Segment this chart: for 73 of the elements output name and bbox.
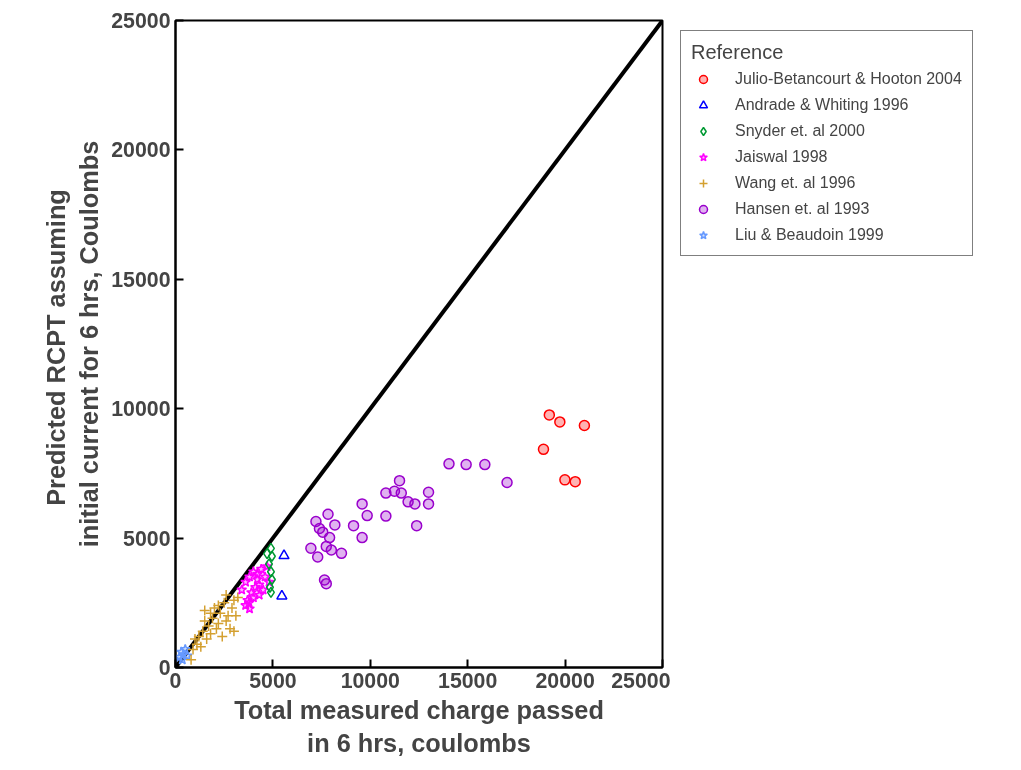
point — [189, 633, 201, 645]
point — [402, 496, 414, 508]
point — [313, 522, 326, 535]
x-axis-title: Total measured charge passed in 6 hrs, coulombs — [234, 695, 604, 758]
point — [578, 419, 591, 432]
legend-label: Hansen et. al 1993 — [735, 200, 870, 218]
legend-label: Andrade & Whiting 1996 — [735, 96, 909, 114]
point — [267, 573, 277, 586]
point — [266, 542, 276, 555]
point — [198, 604, 211, 617]
point — [559, 474, 571, 486]
point — [278, 549, 290, 560]
point — [228, 594, 240, 606]
point — [537, 443, 550, 456]
point — [380, 487, 392, 499]
point — [479, 458, 491, 471]
y-axis-title: Predicted RCPT assuming initial current for 6 hrs, Coulombs — [41, 140, 104, 548]
legend-title: Reference — [691, 41, 785, 64]
y-tick-label: 5000 — [123, 526, 171, 551]
point — [253, 589, 265, 600]
point — [329, 519, 341, 531]
point — [335, 547, 348, 560]
point — [230, 609, 242, 622]
point — [266, 586, 276, 599]
point — [265, 581, 275, 594]
x-tick-label: 25000 — [611, 668, 671, 693]
point — [422, 498, 435, 510]
y-tick-label: 15000 — [111, 267, 171, 292]
y-tick-label: 25000 — [111, 9, 171, 33]
legend-label: Jaiswal 1998 — [735, 148, 828, 166]
point — [185, 653, 197, 666]
y-tick-label: 10000 — [111, 397, 171, 422]
point — [443, 458, 455, 470]
legend-label: Liu & Beaudoin 1999 — [735, 226, 884, 244]
point — [460, 458, 472, 471]
point — [395, 487, 408, 499]
point — [228, 625, 240, 638]
point — [305, 542, 317, 554]
x-tick-label: 5000 — [249, 668, 297, 693]
point — [216, 630, 228, 643]
point — [361, 509, 373, 522]
point — [325, 544, 338, 556]
point — [422, 486, 435, 499]
point — [393, 474, 406, 487]
point — [554, 416, 566, 428]
point — [347, 519, 360, 532]
point — [276, 589, 288, 600]
point — [224, 622, 236, 635]
y-tick-label: 20000 — [111, 138, 171, 163]
point — [311, 551, 324, 563]
point — [356, 531, 368, 544]
x-tick-label: 20000 — [535, 668, 595, 693]
point — [543, 409, 556, 421]
legend-label: Wang et. al 1996 — [735, 174, 856, 192]
point — [323, 531, 336, 544]
point — [356, 498, 368, 510]
x-tick-label: 10000 — [340, 668, 400, 693]
point — [266, 565, 276, 578]
legend-label: Snyder et. al 2000 — [735, 122, 865, 140]
point — [262, 547, 272, 560]
x-tick-label: 15000 — [438, 668, 498, 693]
point — [320, 577, 333, 590]
point — [220, 589, 232, 601]
point — [236, 584, 248, 595]
legend-label: Julio-Betancourt & Hooton 2004 — [735, 70, 962, 88]
point — [410, 519, 423, 532]
point — [569, 475, 581, 488]
point — [232, 591, 244, 604]
point — [267, 550, 277, 562]
point — [380, 510, 392, 522]
point — [251, 573, 263, 585]
point — [501, 476, 513, 489]
point — [322, 508, 334, 521]
